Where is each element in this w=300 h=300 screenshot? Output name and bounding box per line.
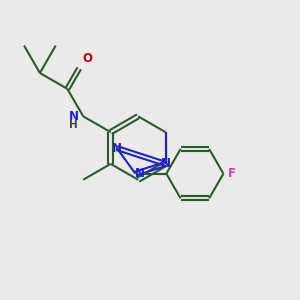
Text: N: N bbox=[69, 110, 79, 123]
Text: O: O bbox=[82, 52, 92, 65]
Text: H: H bbox=[69, 120, 78, 130]
Text: N: N bbox=[134, 167, 144, 180]
Text: F: F bbox=[228, 167, 236, 180]
Text: N: N bbox=[112, 142, 122, 154]
Text: N: N bbox=[160, 158, 171, 170]
